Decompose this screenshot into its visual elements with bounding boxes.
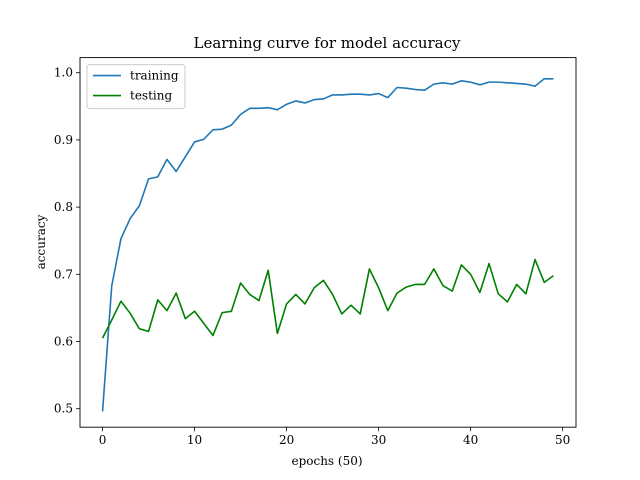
axes-frame	[79, 57, 577, 428]
x-axis-label: epochs (50)	[291, 454, 362, 468]
x-tick-label: 50	[555, 433, 570, 447]
y-tick-label: 0.6	[54, 335, 73, 349]
legend-label-testing: testing	[130, 89, 172, 103]
chart-title: Learning curve for model accuracy	[193, 34, 461, 52]
y-tick-label: 0.8	[54, 200, 73, 214]
x-tick-label: 30	[371, 433, 386, 447]
y-tick-label: 0.9	[54, 133, 73, 147]
x-tick-label: 20	[279, 433, 294, 447]
x-tick-label: 10	[187, 433, 202, 447]
x-tick-label: 40	[463, 433, 478, 447]
y-tick-label: 0.5	[54, 402, 73, 416]
y-tick-label: 1.0	[54, 66, 73, 80]
legend-label-training: training	[130, 69, 179, 83]
y-axis-label: accuracy	[34, 214, 48, 269]
y-axis-ticks: 0.5 0.6 0.7 0.8 0.9 1.0	[54, 66, 80, 416]
x-tick-label: 0	[99, 433, 107, 447]
x-axis-ticks: 0 10 20 30 40 50	[99, 427, 570, 447]
series-line-training	[101, 77, 554, 412]
legend: training testing	[86, 64, 186, 110]
series-line-testing	[101, 258, 554, 339]
y-tick-label: 0.7	[54, 267, 73, 281]
series-lines	[101, 77, 554, 412]
